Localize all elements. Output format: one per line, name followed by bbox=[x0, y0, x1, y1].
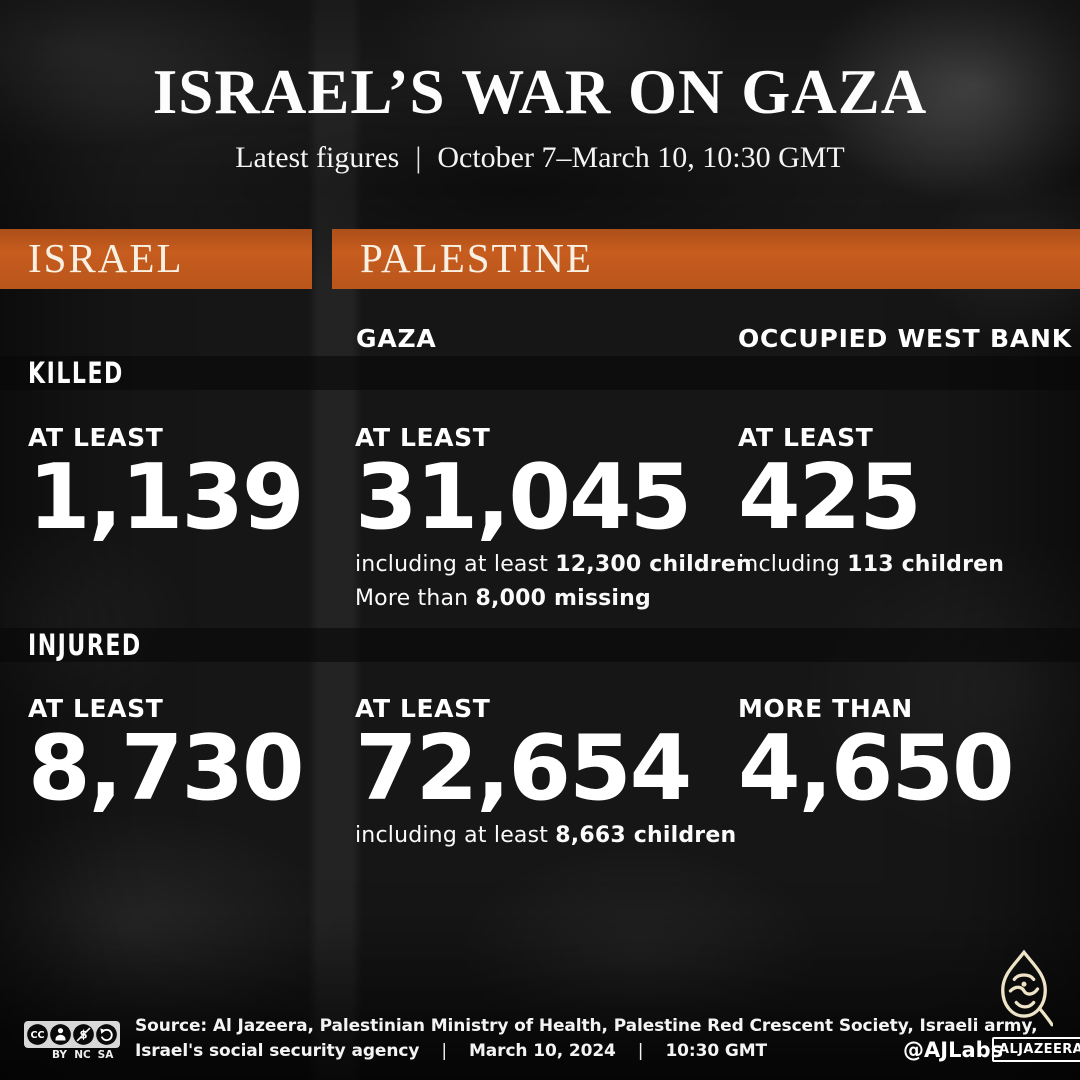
stat-qualifier: AT LEAST bbox=[355, 423, 491, 452]
cc-by-icon bbox=[50, 1024, 71, 1045]
stat-qualifier: AT LEAST bbox=[28, 694, 164, 723]
subtitle-left: Latest figures bbox=[235, 141, 400, 174]
source-line-1: Source: Al Jazeera, Palestinian Ministry… bbox=[135, 1016, 1038, 1036]
stat-killed-israel: AT LEAST 1,139 bbox=[28, 423, 305, 550]
israel-header-label: ISRAEL bbox=[28, 234, 184, 281]
israel-header-bar: ISRAEL bbox=[0, 229, 312, 289]
west-bank-column-header: OCCUPIED WEST BANK bbox=[738, 324, 1072, 353]
footer-separator: | bbox=[441, 1041, 447, 1061]
killed-section-label: KILLED bbox=[28, 356, 124, 390]
subtitle-right: October 7–March 10, 10:30 GMT bbox=[437, 141, 845, 174]
cc-license-icons: CC $ bbox=[24, 1021, 120, 1048]
cc-license: CC $ BY NC SA bbox=[24, 1021, 120, 1061]
ajlabs-handle: @AJLabs bbox=[903, 1038, 1004, 1062]
palestine-header-bar: PALESTINE bbox=[332, 229, 1080, 289]
cc-icon: CC bbox=[27, 1024, 48, 1045]
stat-value: 31,045 bbox=[355, 445, 692, 550]
source-line-2: Israel's social security agency | March 10… bbox=[135, 1039, 1037, 1064]
cc-by-label: BY bbox=[51, 1049, 68, 1061]
stat-qualifier: AT LEAST bbox=[355, 694, 491, 723]
stat-injured-west-bank: MORE THAN 4,650 bbox=[738, 694, 1015, 821]
note-prefix: including bbox=[738, 551, 848, 577]
stat-note-children: including 113 children bbox=[738, 552, 1004, 577]
note-bold: 113 children bbox=[847, 551, 1005, 577]
cc-license-labels: BY NC SA bbox=[48, 1049, 120, 1061]
al-jazeera-logo-icon bbox=[1001, 949, 1053, 1027]
injured-section-band: INJURED bbox=[0, 628, 1080, 662]
stat-killed-gaza: AT LEAST 31,045 including at least 12,30… bbox=[355, 423, 752, 611]
stat-qualifier: AT LEAST bbox=[28, 423, 164, 452]
note-prefix: including at least bbox=[355, 822, 556, 848]
stat-qualifier: MORE THAN bbox=[738, 694, 913, 723]
stat-note-children: including at least 12,300 children bbox=[355, 552, 752, 577]
footer-separator: | bbox=[637, 1041, 644, 1061]
stat-injured-gaza: AT LEAST 72,654 including at least 8,663… bbox=[355, 694, 736, 848]
stat-value: 425 bbox=[738, 445, 922, 550]
note-bold: 12,300 children bbox=[555, 551, 752, 577]
svg-text:CC: CC bbox=[30, 1030, 44, 1041]
stat-killed-west-bank: AT LEAST 425 including 113 children bbox=[738, 423, 1004, 577]
gaza-column-header: GAZA bbox=[356, 324, 437, 353]
cc-nc-icon: $ bbox=[73, 1024, 94, 1045]
footer-time: 10:30 GMT bbox=[665, 1041, 768, 1061]
stat-value: 8,730 bbox=[28, 716, 305, 821]
stat-value: 4,650 bbox=[738, 716, 1015, 821]
subtitle-separator: | bbox=[415, 141, 422, 174]
subtitle: Latest figures | October 7–March 10, 10:30… bbox=[0, 141, 1080, 175]
note-prefix: including at least bbox=[355, 551, 556, 577]
note-bold: 8,000 missing bbox=[475, 585, 651, 611]
note-prefix: More than bbox=[355, 585, 476, 611]
cc-sa-label: SA bbox=[97, 1049, 114, 1061]
source-attribution: Source: Al Jazeera, Palestinian Ministry… bbox=[135, 1014, 1038, 1064]
cc-nc-label: NC bbox=[74, 1049, 91, 1061]
stat-note-children: including at least 8,663 children bbox=[355, 823, 736, 848]
stat-qualifier: AT LEAST bbox=[738, 423, 874, 452]
note-bold: 8,663 children bbox=[555, 822, 737, 848]
stat-value: 72,654 bbox=[355, 716, 692, 821]
palestine-header-label: PALESTINE bbox=[360, 234, 593, 281]
cc-sa-icon bbox=[96, 1024, 117, 1045]
injured-section-label: INJURED bbox=[28, 628, 142, 662]
stat-value: 1,139 bbox=[28, 445, 305, 550]
footer-date: March 10, 2024 bbox=[468, 1041, 616, 1061]
killed-section-band: KILLED bbox=[0, 356, 1080, 390]
stat-injured-israel: AT LEAST 8,730 bbox=[28, 694, 305, 821]
al-jazeera-wordmark: ALJAZEERA bbox=[992, 1037, 1080, 1062]
source-agency: Israel's social security agency bbox=[135, 1041, 420, 1061]
stat-note-missing: More than 8,000 missing bbox=[355, 586, 752, 611]
page-title: ISRAEL’S WAR ON GAZA bbox=[152, 57, 928, 127]
